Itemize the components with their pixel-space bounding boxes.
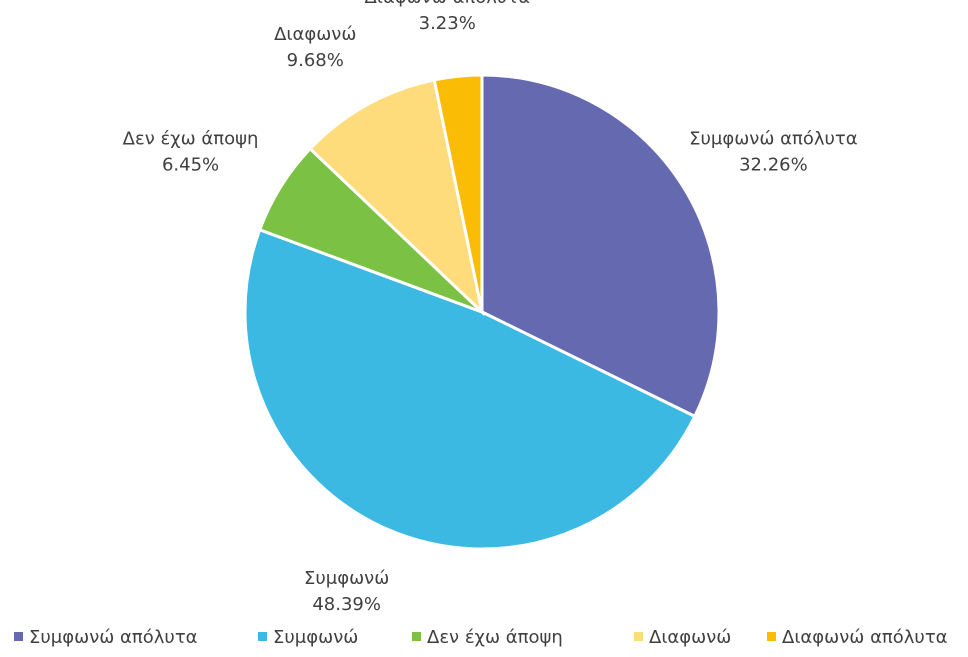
slice-category-label: Δεν έχω άποψη [123, 129, 259, 150]
pie-slice [432, 73, 484, 313]
pie-slice [308, 78, 485, 317]
legend-label: Δεν έχω άποψη [427, 627, 563, 648]
legend-label: Συμφωνώ [273, 627, 358, 648]
pie-slice [480, 73, 721, 419]
slice-value-label: 6.45% [162, 155, 219, 176]
legend-label: Συμφωνώ απόλυτα [29, 627, 198, 648]
legend-swatch [14, 632, 23, 641]
legend-swatch [634, 632, 643, 641]
slice-category-label: Συμφωνώ [304, 568, 389, 589]
slice-value-label: 48.39% [312, 594, 381, 615]
slice-value-label: 3.23% [419, 13, 476, 34]
slice-category-label: Διαφωνώ [274, 24, 356, 45]
pie-slice [243, 227, 697, 551]
slice-category-label: Συμφωνώ απόλυτα [689, 129, 858, 150]
slice-value-label: 32.26% [739, 155, 808, 176]
legend-swatch [767, 632, 776, 641]
legend-swatch [258, 632, 267, 641]
slice-value-label: 9.68% [287, 50, 344, 71]
legend-label: Διαφωνώ απόλυτα [782, 627, 948, 648]
legend-label: Διαφωνώ [649, 627, 731, 648]
slice-category-label: Διαφωνώ απόλυτα [364, 0, 530, 8]
legend-swatch [412, 632, 421, 641]
